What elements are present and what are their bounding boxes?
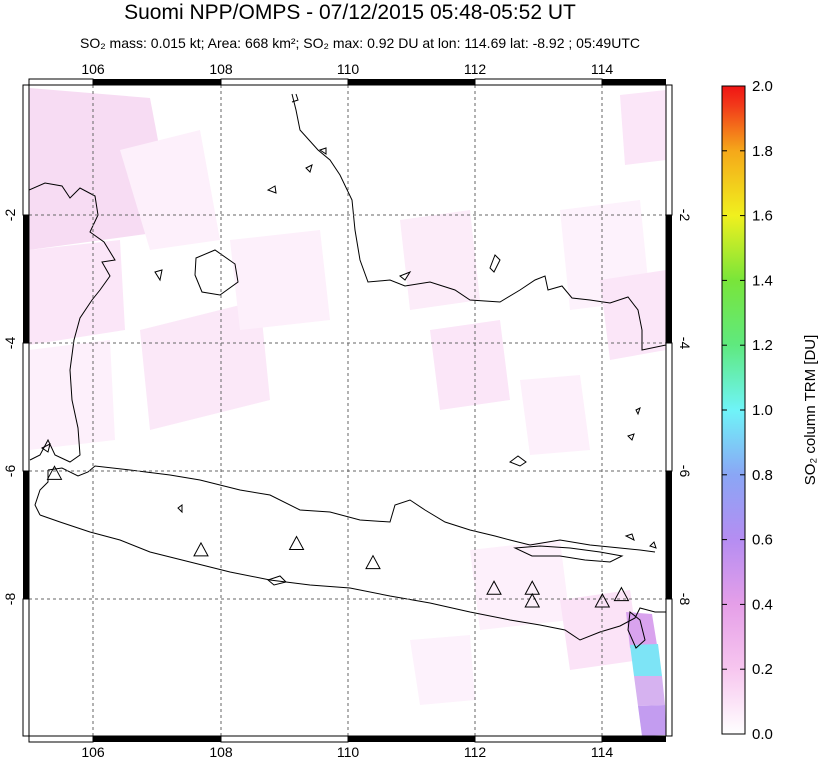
lat-label-left: -6 (2, 465, 18, 478)
lat-label-left: -2 (2, 209, 18, 222)
coastlines (29, 93, 666, 649)
volcano-triangle-icon (193, 541, 209, 557)
map-frame (22, 78, 673, 743)
lat-label-right: -2 (677, 209, 693, 222)
colorbar-tick-label: 1.6 (752, 208, 773, 225)
volcano-markers (46, 465, 630, 608)
lon-label-bottom: 108 (209, 744, 233, 759)
lon-label-bottom: 114 (591, 744, 614, 759)
colorbar-tick-label: 2.0 (752, 78, 773, 95)
colorbar-tick-label: 0.2 (752, 661, 773, 678)
volcano-triangle-icon (594, 592, 611, 608)
colorbar-tick-label: 1.2 (752, 337, 773, 354)
colorbar-tick-label: 0.0 (752, 726, 773, 743)
lon-label-bottom: 112 (464, 744, 487, 759)
volcano-triangle-icon (288, 535, 305, 551)
colorbar-ticks: 0.0 0.2 0.4 0.6 0.8 1.0 1.2 1.4 1.6 1.8 2.0 (722, 78, 773, 743)
lon-label-top: 112 (464, 61, 487, 77)
map-title: Suomi NPP/OMPS - 07/12/2015 05:48-05:52 … (124, 1, 576, 24)
lon-label-top: 110 (337, 61, 360, 77)
lon-label-bottom: 110 (337, 744, 360, 759)
colorbar-tick-label: 1.8 (752, 143, 773, 160)
colorbar-label: SO₂ column TRM [DU] (802, 335, 819, 486)
colorbar-tick-label: 0.6 (752, 532, 773, 549)
colorbar-tick-label: 0.8 (752, 467, 773, 484)
lat-labels-left: -2 -4 -6 -8 (2, 209, 18, 606)
lat-labels-right: -2 -4 -6 -8 (677, 209, 693, 606)
volcano-triangle-icon (524, 592, 541, 608)
lon-label-bottom: 106 (81, 744, 105, 759)
lat-label-right: -4 (677, 337, 693, 350)
lat-label-right: -6 (677, 465, 693, 478)
volcano-triangle-icon (613, 586, 630, 602)
lon-label-top: 114 (591, 61, 614, 77)
lon-label-top: 108 (209, 61, 233, 77)
lat-label-left: -8 (2, 593, 18, 606)
lat-label-right: -8 (677, 593, 693, 606)
gridlines (29, 85, 666, 736)
lon-labels-bottom: 106 108 110 112 114 (81, 744, 613, 759)
volcano-triangle-icon (365, 554, 381, 570)
volcano-triangle-icon (486, 580, 502, 595)
colorbar-tick-label: 1.4 (752, 272, 773, 289)
colorbar-tick-label: 0.4 (752, 596, 773, 613)
colorbar-tick-label: 1.0 (752, 402, 773, 419)
lon-label-top: 106 (81, 61, 105, 77)
map-subtitle: SO₂ mass: 0.015 kt; Area: 668 km²; SO₂ m… (80, 35, 640, 51)
lat-label-left: -4 (2, 337, 18, 350)
lon-labels-top: 106 108 110 112 114 (81, 61, 613, 77)
volcano-triangle-icon (46, 465, 63, 480)
